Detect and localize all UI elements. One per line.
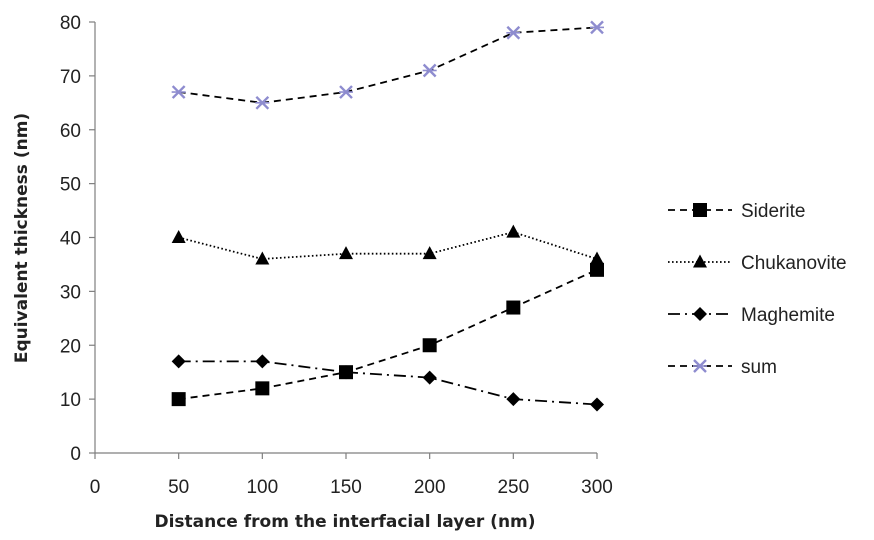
x-tick-label: 50 [168, 477, 189, 498]
legend-label: Maghemite [741, 305, 835, 326]
point-chukanovite [506, 224, 521, 238]
x-axis-title: Distance from the interfacial layer (nm) [154, 512, 535, 532]
legend: Siderite Chukanovite Maghemite sum [668, 201, 847, 378]
point-chukanovite [171, 230, 186, 243]
legend-item-siderite: Siderite [668, 201, 805, 222]
point-siderite [422, 338, 437, 353]
series-line-sum [178, 26, 598, 104]
legend-item-maghemite: Maghemite [668, 305, 835, 326]
plot-area [171, 20, 604, 412]
point-sum [422, 63, 437, 78]
point-sum [339, 85, 353, 99]
series-siderite [171, 262, 604, 407]
point-sum [255, 95, 270, 110]
axes [94, 22, 597, 454]
series-line-maghemite [178, 360, 598, 406]
legend-label: sum [741, 357, 777, 378]
x-tick-label: 0 [90, 477, 101, 498]
point-siderite [506, 300, 521, 315]
point-siderite [255, 381, 270, 396]
x-tick-label: 300 [581, 477, 613, 498]
point-chukanovite [422, 246, 437, 260]
point-maghemite [339, 365, 353, 380]
y-tick-label: 10 [60, 390, 81, 411]
x-tick-label: 150 [330, 477, 362, 498]
y-tick-label: 20 [60, 336, 81, 357]
y-tick-label: 70 [60, 67, 81, 88]
x-tick-label: 200 [414, 477, 446, 498]
series-line-siderite [178, 268, 598, 400]
x-axis-ticks: 0 50 100 150 200 250 300 [90, 453, 613, 498]
point-chukanovite [339, 246, 353, 260]
point-maghemite [171, 354, 186, 369]
point-sum [590, 20, 604, 35]
y-tick-label: 80 [60, 13, 81, 34]
point-chukanovite [255, 251, 270, 265]
legend-swatch-marker [693, 359, 707, 373]
y-tick-label: 50 [60, 175, 81, 196]
point-maghemite [255, 354, 270, 369]
series-sum [171, 20, 604, 110]
point-maghemite [422, 370, 437, 385]
y-tick-label: 30 [60, 282, 81, 303]
legend-swatch-marker [693, 307, 707, 321]
point-maghemite [506, 392, 521, 407]
legend-swatch-marker [693, 203, 707, 217]
legend-swatch-marker [693, 254, 707, 268]
point-siderite [590, 262, 604, 277]
y-tick-label: 60 [60, 121, 81, 142]
y-tick-label: 40 [60, 229, 81, 250]
x-tick-label: 100 [246, 477, 278, 498]
x-tick-label: 250 [497, 477, 529, 498]
legend-label: Chukanovite [741, 253, 847, 274]
y-axis-ticks: 0 10 20 30 40 50 60 70 80 [60, 13, 95, 465]
series-line-chukanovite [178, 231, 598, 260]
point-maghemite [590, 397, 604, 412]
point-chukanovite [590, 251, 604, 265]
point-siderite [171, 392, 186, 407]
legend-item-sum: sum [668, 357, 777, 378]
legend-item-chukanovite: Chukanovite [668, 253, 847, 274]
y-tick-label: 0 [70, 444, 81, 465]
point-sum [171, 85, 186, 99]
legend-label: Siderite [741, 201, 805, 222]
series-maghemite [171, 354, 604, 412]
y-axis-title: Equivalent thickness (nm) [12, 113, 32, 363]
point-sum [506, 25, 521, 40]
series-chukanovite [171, 224, 604, 265]
